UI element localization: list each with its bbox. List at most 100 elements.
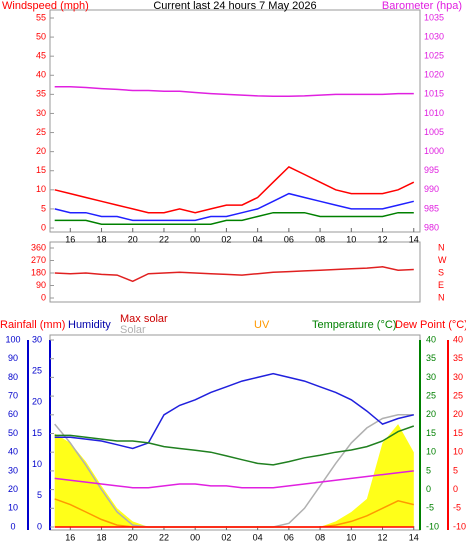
tick-label: 20 <box>8 484 18 494</box>
tick-label: 20 <box>426 409 436 419</box>
tick-label: 0 <box>37 521 42 531</box>
tick-label: 60 <box>8 409 18 419</box>
tick-label: 20 <box>32 397 42 407</box>
tick-label: 90 <box>36 280 46 290</box>
tick-label: 50 <box>8 428 18 438</box>
x-tick-label: 10 <box>346 234 356 244</box>
tick-label: 15 <box>36 165 46 175</box>
tick-label: N <box>438 292 445 302</box>
legend-label: Max solar <box>120 313 168 325</box>
legend-label: Rainfall (mm) <box>0 319 65 331</box>
tick-label: 990 <box>424 184 439 194</box>
tick-label: 20 <box>36 146 46 156</box>
tick-label: 360 <box>31 242 46 252</box>
tick-label: 180 <box>31 267 46 277</box>
tick-label: 30 <box>426 372 436 382</box>
tick-label: 985 <box>424 203 439 213</box>
tick-label: 35 <box>426 353 436 363</box>
tick-label: 30 <box>36 108 46 118</box>
direction-panel <box>49 241 421 303</box>
x-tick-label: 22 <box>159 234 169 244</box>
tick-label: 0 <box>41 292 46 302</box>
tick-label: 5 <box>41 203 46 213</box>
x-tick-label: 06 <box>284 234 294 244</box>
x-tick-label: 20 <box>128 234 138 244</box>
x-tick-label: 00 <box>190 234 200 244</box>
x-tick-label: 16 <box>65 532 75 542</box>
tick-label: 0 <box>426 484 431 494</box>
tick-label: W <box>438 255 447 265</box>
x-tick-label: 08 <box>315 532 325 542</box>
tick-label: 40 <box>453 334 463 344</box>
tick-label: 0 <box>41 222 46 232</box>
tick-label: E <box>438 280 444 290</box>
tick-label: -5 <box>426 503 434 513</box>
series-line <box>54 211 414 225</box>
y2-axis-label: Barometer (hpa) <box>382 0 462 12</box>
x-tick-label: 12 <box>378 532 388 542</box>
area <box>54 424 414 527</box>
x-tick-label: 02 <box>221 532 231 542</box>
tick-label: 25 <box>36 127 46 137</box>
x-tick-label: 20 <box>128 532 138 542</box>
tick-label: 1025 <box>424 51 444 61</box>
legend-label: Temperature (°C) <box>312 319 396 331</box>
x-tick-label: 18 <box>97 532 107 542</box>
tick-label: 1035 <box>424 12 444 22</box>
series-line <box>54 425 415 466</box>
tick-label: 90 <box>8 353 18 363</box>
legend-label: Dew Point (°C) <box>395 319 466 331</box>
tick-label: 70 <box>8 390 18 400</box>
tick-label: 40 <box>8 447 18 457</box>
legend-label: Solar <box>120 324 146 336</box>
x-tick-label: 10 <box>346 532 356 542</box>
x-tick-label: 04 <box>253 532 263 542</box>
y-axis-label: Windspeed (mph) <box>2 0 89 12</box>
x-tick-label: 04 <box>253 234 263 244</box>
tick-label: 1030 <box>424 31 444 41</box>
tick-label: 25 <box>32 366 42 376</box>
tick-label: 30 <box>32 334 42 344</box>
x-tick-label: 02 <box>221 234 231 244</box>
tick-label: -10 <box>453 521 466 531</box>
x-tick-label: 16 <box>65 234 75 244</box>
x-tick-label: 06 <box>284 532 294 542</box>
tick-label: 5 <box>37 490 42 500</box>
tick-label: -10 <box>426 521 439 531</box>
x-tick-label: 14 <box>409 532 419 542</box>
tick-label: 80 <box>8 372 18 382</box>
tick-label: 40 <box>426 334 436 344</box>
series-line <box>54 85 414 98</box>
tick-label: 45 <box>36 51 46 61</box>
chart-title: Current last 24 hours 7 May 2026 <box>153 0 316 12</box>
series-line <box>54 266 414 283</box>
tick-label: 20 <box>453 409 463 419</box>
tick-label: 100 <box>5 334 20 344</box>
series-line <box>54 372 414 450</box>
tick-label: 40 <box>36 70 46 80</box>
tick-label: N <box>438 242 445 252</box>
series-line <box>54 192 414 222</box>
tick-label: 15 <box>32 428 42 438</box>
temperature-panel <box>49 334 421 531</box>
tick-label: 995 <box>424 165 439 175</box>
tick-label: -5 <box>453 503 461 513</box>
tick-label: 35 <box>36 89 46 99</box>
tick-label: 1015 <box>424 89 444 99</box>
tick-label: 1000 <box>424 146 444 156</box>
tick-label: 25 <box>426 390 436 400</box>
tick-label: 10 <box>36 184 46 194</box>
tick-label: 5 <box>426 465 431 475</box>
tick-label: 10 <box>8 503 18 513</box>
tick-label: 15 <box>426 428 436 438</box>
tick-label: 10 <box>453 447 463 457</box>
tick-label: 0 <box>453 484 458 494</box>
wind-panel <box>49 9 421 233</box>
tick-label: 1005 <box>424 127 444 137</box>
tick-label: 15 <box>453 428 463 438</box>
tick-label: 10 <box>32 459 42 469</box>
tick-label: 10 <box>426 447 436 457</box>
x-tick-label: 00 <box>190 532 200 542</box>
x-tick-label: 14 <box>409 234 419 244</box>
